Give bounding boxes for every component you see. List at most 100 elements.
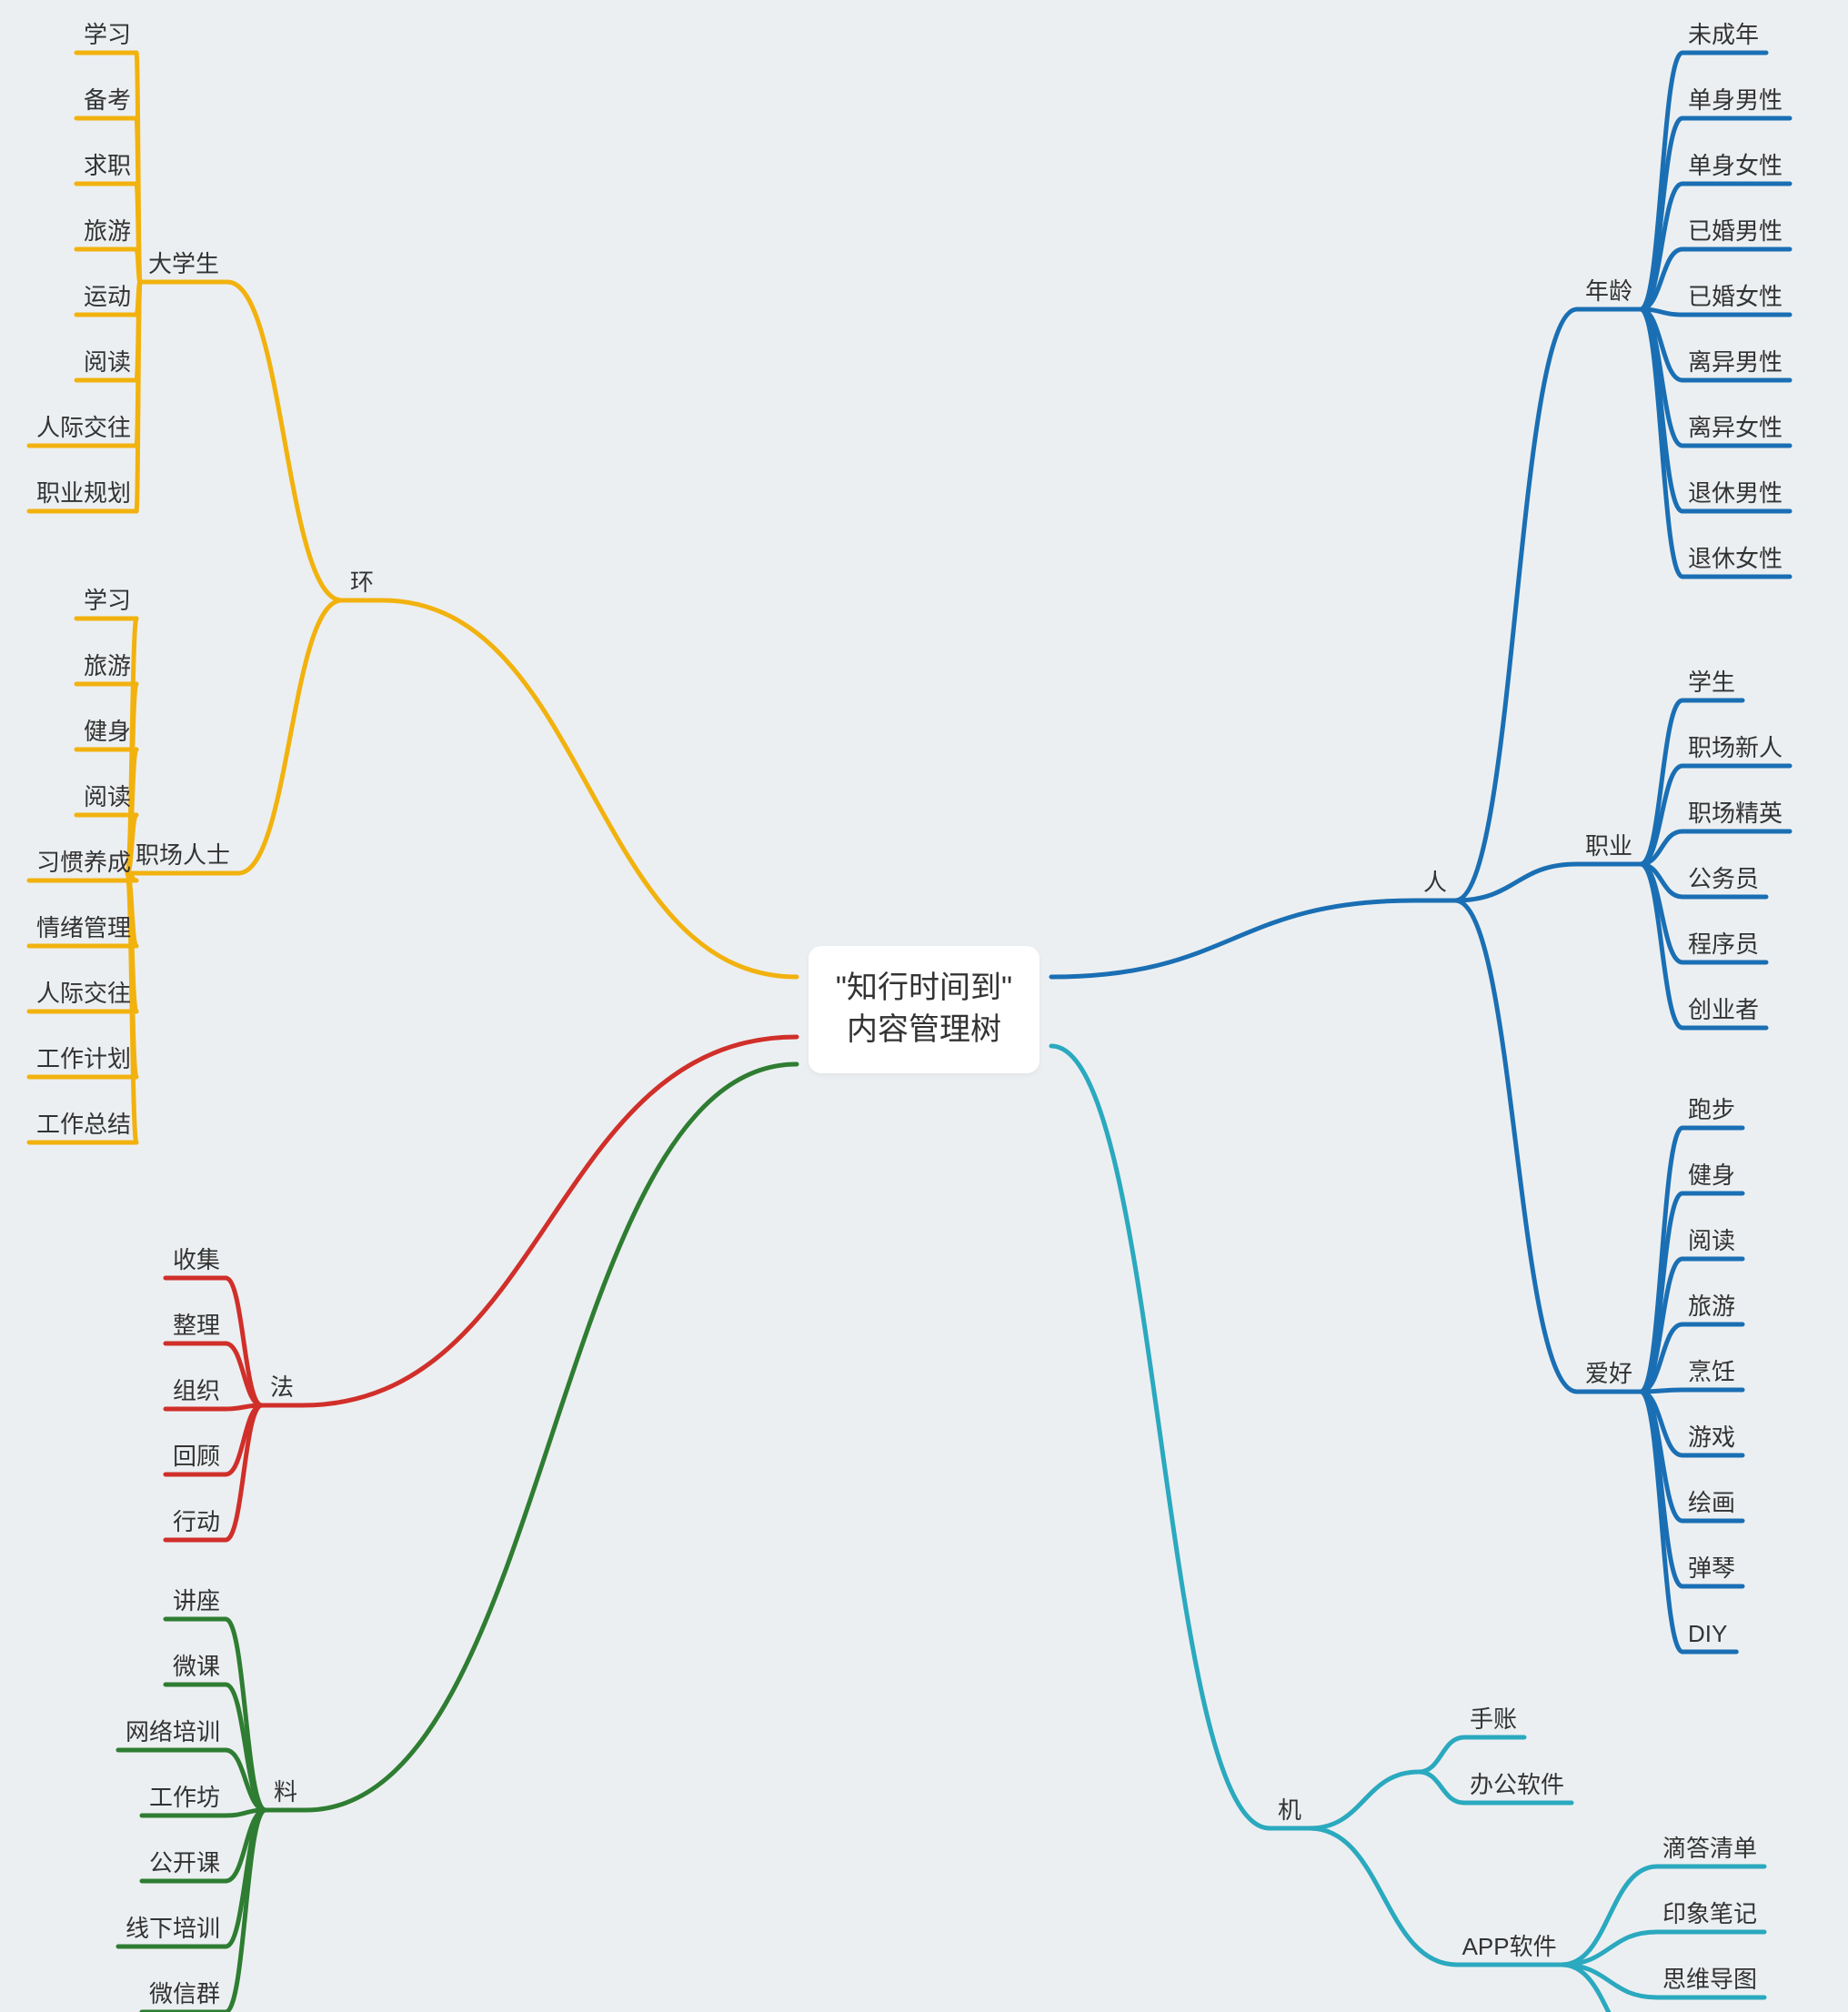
link-fa-leaf-4	[226, 1405, 262, 1540]
link-zhiye-leaf-4	[1641, 864, 1682, 962]
leaf-daxuesheng-3: 旅游	[84, 218, 131, 245]
link-zhiye-leaf-0	[1641, 700, 1682, 864]
leaf-aihao-0: 跑步	[1688, 1097, 1735, 1123]
leaf-daxuesheng-5: 阅读	[84, 349, 131, 376]
link-nianling-leaf-3	[1641, 249, 1682, 309]
leaf-aihao-3: 旅游	[1688, 1293, 1735, 1320]
leaf-aihao-8: DIY	[1688, 1621, 1727, 1647]
link-nianling-leaf-7	[1641, 309, 1682, 511]
leaf-zhichang-2: 健身	[84, 719, 131, 745]
link-root-fa	[302, 1037, 797, 1405]
link-aihao-leaf-2	[1641, 1259, 1682, 1392]
link-daxuesheng-leaf-6	[136, 282, 140, 446]
link-nianling-leaf-5	[1641, 309, 1682, 380]
link-aihao-leaf-1	[1641, 1193, 1682, 1392]
link-liao-leaf-0	[226, 1619, 266, 1810]
branch-fa: 法	[270, 1374, 294, 1401]
leaf-liao-2: 网络培训	[126, 1719, 220, 1745]
leaf-nianling-3: 已婚男性	[1688, 218, 1783, 245]
link-app-leaf-2	[1562, 1965, 1657, 1997]
leaf-fa-0: 收集	[173, 1247, 220, 1273]
link-zhiye-leaf-2	[1641, 831, 1682, 864]
leaf-zhichang-4: 习惯养成	[36, 850, 131, 876]
link-liao-leaf-1	[226, 1685, 266, 1810]
link-daxuesheng-leaf-3	[136, 249, 140, 282]
link-fa-leaf-2	[226, 1405, 262, 1409]
link-nianling-leaf-8	[1641, 309, 1682, 577]
leaf-nianling-2: 单身女性	[1688, 153, 1783, 179]
leaf-aihao-7: 弹琴	[1688, 1555, 1735, 1582]
leaf-zhichang-3: 阅读	[84, 784, 131, 810]
link-aihao-leaf-4	[1641, 1390, 1682, 1392]
link-ji-shouzhang_group	[1310, 1772, 1419, 1828]
link-aihao-leaf-3	[1641, 1324, 1682, 1392]
leaf-fa-4: 行动	[173, 1509, 220, 1535]
leaf-zhiye-0: 学生	[1688, 669, 1735, 696]
leaf-liao-1: 微课	[173, 1654, 220, 1680]
subbranch-daxuesheng: 大学生	[148, 251, 219, 277]
link-daxuesheng-leaf-7	[136, 282, 140, 511]
link-ren-aihao	[1455, 900, 1577, 1392]
leaf-nianling-4: 已婚女性	[1688, 284, 1783, 310]
branch-liao: 料	[274, 1779, 297, 1806]
leaf-zhichang-8: 工作总结	[36, 1112, 131, 1138]
leaf-nianling-1: 单身男性	[1688, 87, 1783, 114]
link-app-leaf-3	[1562, 1965, 1657, 2012]
link-aihao-leaf-8	[1641, 1392, 1682, 1652]
leaf-zhiye-3: 公务员	[1688, 866, 1759, 892]
link-nianling-leaf-1	[1641, 118, 1682, 309]
link-daxuesheng-leaf-2	[136, 184, 140, 282]
leaf-app-0: 滴答清单	[1662, 1836, 1757, 1862]
leaf-fa-1: 整理	[173, 1313, 220, 1339]
link-nianling-leaf-0	[1641, 53, 1682, 309]
subbranch-aihao: 爱好	[1585, 1361, 1632, 1387]
leaf-daxuesheng-6: 人际交往	[36, 415, 131, 441]
link-liao-leaf-5	[226, 1810, 266, 1947]
link-root-ji	[1051, 1046, 1270, 1828]
leaf-zhichang-6: 人际交往	[36, 981, 131, 1007]
leaf-nianling-8: 退休女性	[1688, 546, 1783, 572]
leaf-shouzhang_group-1: 办公软件	[1470, 1772, 1564, 1798]
leaf-liao-3: 工作坊	[149, 1785, 220, 1811]
center-line1: "知行时间到"	[836, 968, 1012, 1010]
link-root-liao	[306, 1064, 797, 1810]
leaf-fa-3: 回顾	[173, 1444, 220, 1470]
link-aihao-leaf-0	[1641, 1128, 1682, 1392]
link-fa-leaf-0	[226, 1278, 262, 1405]
leaf-liao-5: 线下培训	[126, 1916, 220, 1942]
link-nianling-leaf-4	[1641, 309, 1682, 315]
leaf-liao-6: 微信群	[149, 1981, 220, 2007]
link-shouzhang_group-leaf-1	[1419, 1772, 1464, 1803]
leaf-daxuesheng-1: 备考	[84, 87, 131, 114]
link-daxuesheng-leaf-5	[136, 282, 140, 380]
link-ren-nianling	[1455, 309, 1577, 900]
link-nianling-leaf-2	[1641, 184, 1682, 309]
branch-huan: 环	[350, 569, 374, 596]
link-zhiye-leaf-5	[1641, 864, 1682, 1028]
subbranch-app: APP软件	[1462, 1934, 1557, 1960]
link-liao-leaf-4	[226, 1810, 266, 1881]
branch-ren: 人	[1423, 870, 1447, 896]
link-aihao-leaf-5	[1641, 1392, 1682, 1455]
leaf-zhiye-2: 职场精英	[1688, 800, 1783, 827]
leaf-zhichang-5: 情绪管理	[36, 915, 131, 941]
link-daxuesheng-leaf-0	[136, 53, 140, 282]
link-liao-leaf-2	[226, 1750, 266, 1810]
link-daxuesheng-leaf-1	[136, 118, 140, 282]
link-aihao-leaf-7	[1641, 1392, 1682, 1586]
leaf-zhiye-1: 职场新人	[1688, 735, 1783, 761]
link-daxuesheng-leaf-4	[136, 282, 140, 315]
leaf-zhiye-5: 创业者	[1688, 997, 1759, 1023]
leaf-fa-2: 组织	[173, 1378, 220, 1404]
leaf-zhichang-0: 学习	[84, 588, 131, 614]
subbranch-zhichang: 职场人士	[136, 842, 230, 869]
leaf-liao-4: 公开课	[149, 1850, 220, 1876]
leaf-nianling-6: 离异女性	[1688, 415, 1783, 441]
center-node: "知行时间到"内容管理树	[808, 946, 1040, 1073]
leaf-nianling-0: 未成年	[1688, 22, 1759, 48]
leaf-aihao-2: 阅读	[1688, 1228, 1735, 1254]
leaf-aihao-6: 绘画	[1688, 1490, 1735, 1516]
subbranch-nianling: 年龄	[1585, 278, 1632, 305]
link-zhiye-leaf-1	[1641, 766, 1682, 864]
link-root-ren	[1051, 900, 1415, 977]
